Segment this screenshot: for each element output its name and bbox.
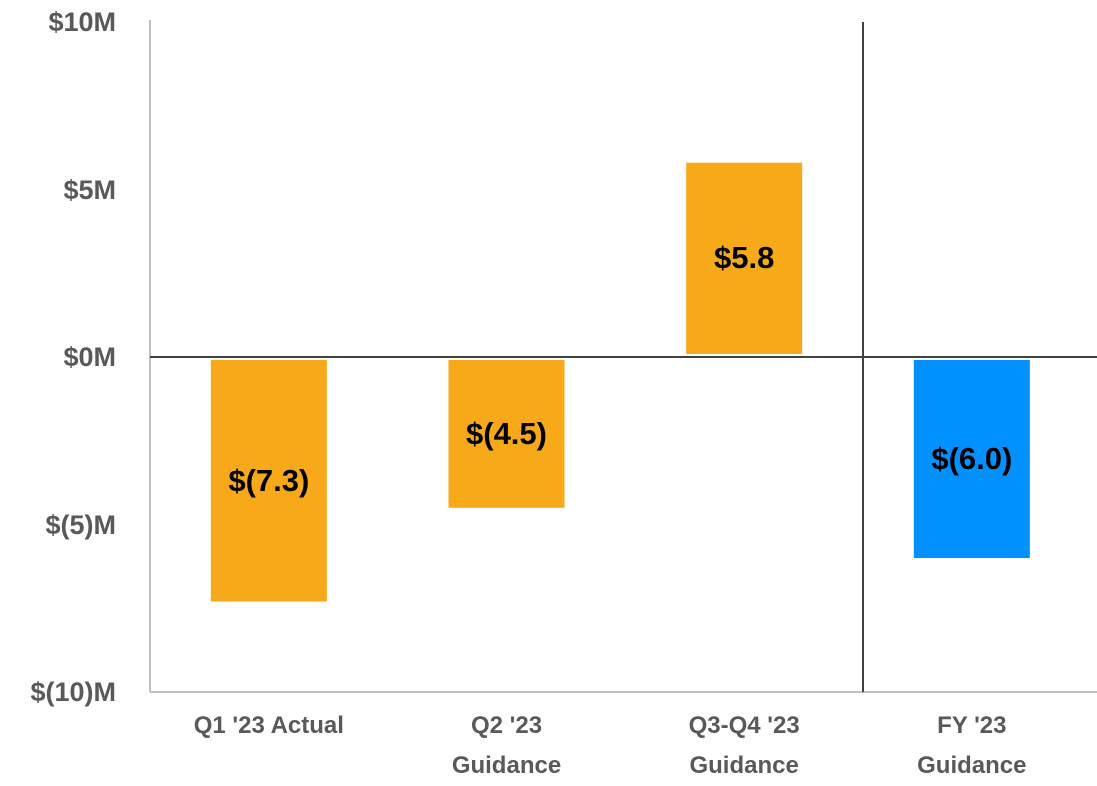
bar <box>686 162 803 354</box>
y-tick-label: $0M <box>63 342 116 372</box>
y-tick-label: $(5)M <box>45 509 116 540</box>
x-tick-label: Q3-Q4 '23 Guidance <box>688 712 800 779</box>
bar <box>448 360 565 508</box>
value-label: $(7.3) <box>228 462 310 498</box>
x-tick-label: FY '23 Guidance <box>917 712 1027 779</box>
value-label: $5.8 <box>713 240 775 276</box>
x-tick-label: Q1 '23 Actual <box>193 712 344 739</box>
y-tick-label: $(10)M <box>30 677 116 707</box>
value-label: $(4.5) <box>466 415 547 451</box>
x-tick-label: Q2 '23 Guidance <box>451 712 562 779</box>
bar <box>913 360 1030 558</box>
y-tick-label: $5M <box>63 174 116 205</box>
y-tick-label: $10M <box>48 7 116 37</box>
bar <box>210 360 327 602</box>
value-label: $(6.0) <box>931 441 1013 476</box>
